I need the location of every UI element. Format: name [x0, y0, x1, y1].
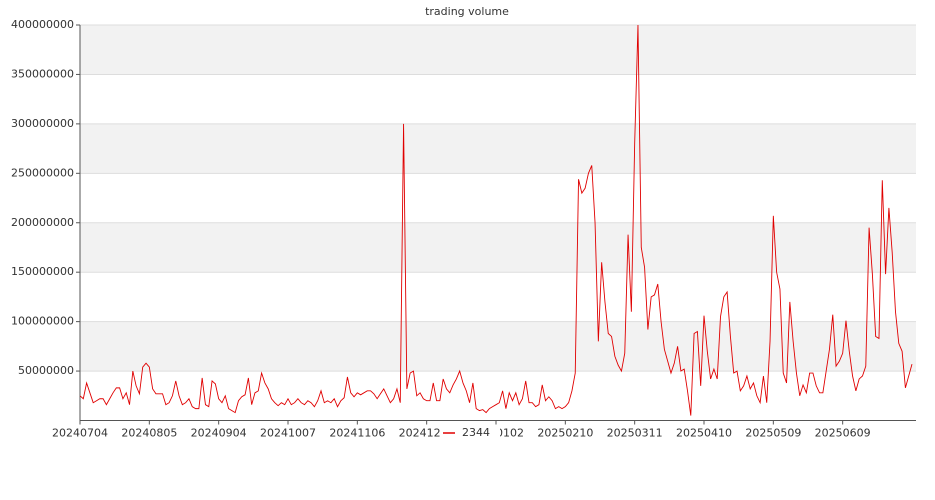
x-tick-label: 20240805 — [121, 427, 177, 440]
chart-title: trading volume — [425, 5, 509, 18]
x-tick-label: 20250609 — [815, 427, 871, 440]
grid-band — [80, 222, 916, 273]
grid-band — [80, 25, 916, 75]
grid-band — [80, 123, 916, 174]
y-tick-label: 200000000 — [11, 216, 74, 229]
x-tick-label: 20250210 — [537, 427, 593, 440]
y-tick-label: 250000000 — [11, 166, 74, 179]
x-tick-label: 20241007 — [260, 427, 316, 440]
y-tick-label: 350000000 — [11, 67, 74, 80]
y-tick-label: 400000000 — [11, 18, 74, 31]
legend: 2344 — [440, 425, 500, 441]
x-tick-label: 20250410 — [676, 427, 732, 440]
line — [79, 24, 913, 416]
x-tick-label: 20240704 — [52, 427, 108, 440]
x-tick-label: 20241106 — [329, 427, 385, 440]
x-tick-label: 20250509 — [745, 427, 801, 440]
y-tick-label: 150000000 — [11, 265, 74, 278]
y-tick-label: 100000000 — [11, 315, 74, 328]
x-tick-label: 20240904 — [191, 427, 247, 440]
legend-label: 2344 — [462, 426, 490, 439]
y-tick-label: 50000000 — [18, 364, 74, 377]
x-tick-label: 20250311 — [607, 427, 663, 440]
legend-box — [440, 425, 500, 441]
y-tick-label: 300000000 — [11, 117, 74, 130]
grid-band — [80, 321, 916, 372]
